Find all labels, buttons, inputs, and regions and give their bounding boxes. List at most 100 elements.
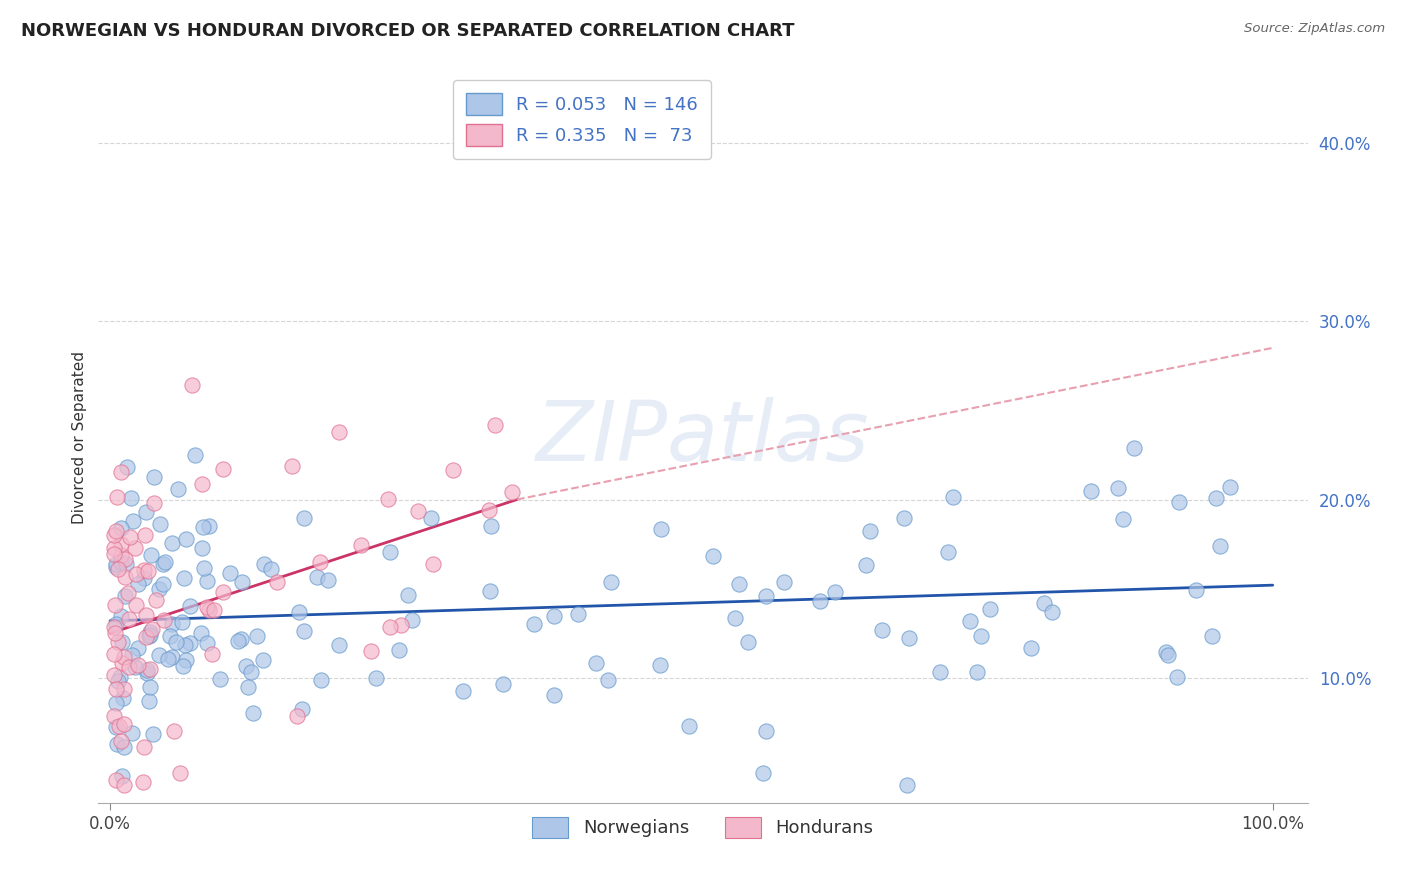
Point — [752, 766, 775, 780]
Point — [127, 657, 149, 672]
Point — [724, 611, 747, 625]
Point — [148, 648, 170, 662]
Point — [678, 719, 700, 733]
Point — [139, 625, 162, 640]
Point — [229, 632, 252, 646]
Point — [396, 588, 419, 602]
Point — [125, 567, 148, 582]
Point — [114, 551, 136, 566]
Point — [288, 605, 311, 619]
Point — [1080, 483, 1102, 498]
Point — [104, 557, 127, 571]
Point — [118, 612, 141, 626]
Point — [198, 519, 221, 533]
Point — [479, 584, 502, 599]
Point — [127, 641, 149, 656]
Point — [141, 622, 163, 636]
Point — [111, 769, 134, 783]
Point — [208, 672, 231, 686]
Point — [292, 624, 315, 638]
Point — [135, 607, 157, 622]
Point — [103, 528, 125, 542]
Point — [1107, 481, 1129, 495]
Point — [936, 544, 959, 558]
Point — [135, 663, 157, 677]
Point — [193, 520, 215, 534]
Point — [1157, 648, 1180, 662]
Point — [859, 524, 882, 538]
Point — [378, 544, 401, 558]
Point — [174, 532, 197, 546]
Point — [567, 607, 589, 622]
Point — [110, 733, 132, 747]
Point — [160, 617, 183, 632]
Point — [139, 628, 162, 642]
Point — [959, 614, 981, 628]
Point — [117, 660, 139, 674]
Point — [328, 639, 350, 653]
Point — [202, 603, 225, 617]
Point — [824, 585, 846, 599]
Point — [127, 576, 149, 591]
Point — [173, 571, 195, 585]
Point — [103, 668, 125, 682]
Point — [422, 557, 444, 571]
Point — [157, 652, 180, 666]
Point — [193, 561, 215, 575]
Point — [104, 559, 127, 574]
Point — [364, 671, 387, 685]
Point — [266, 574, 288, 589]
Point — [585, 656, 607, 670]
Point — [117, 460, 139, 475]
Point — [401, 613, 423, 627]
Point — [136, 564, 159, 578]
Point — [1166, 670, 1188, 684]
Point — [172, 658, 194, 673]
Point — [942, 490, 965, 504]
Point — [105, 737, 128, 751]
Point — [484, 417, 506, 432]
Point — [139, 681, 162, 695]
Point — [195, 600, 218, 615]
Point — [239, 665, 262, 679]
Point — [309, 673, 332, 688]
Point — [1201, 629, 1223, 643]
Point — [122, 514, 145, 528]
Point — [1209, 540, 1232, 554]
Point — [648, 658, 671, 673]
Point — [120, 491, 142, 506]
Point — [121, 648, 143, 662]
Point — [114, 570, 136, 584]
Point — [979, 602, 1001, 616]
Point — [160, 536, 183, 550]
Point — [165, 635, 187, 649]
Point — [104, 524, 127, 538]
Point — [117, 585, 139, 599]
Point — [211, 585, 233, 599]
Point — [543, 688, 565, 702]
Point — [291, 701, 314, 715]
Point — [316, 573, 339, 587]
Point — [160, 650, 183, 665]
Point — [543, 609, 565, 624]
Point — [163, 724, 186, 739]
Point — [105, 490, 128, 504]
Point — [287, 709, 309, 723]
Point — [523, 616, 546, 631]
Point — [737, 635, 759, 649]
Point — [103, 648, 125, 662]
Point — [226, 633, 249, 648]
Point — [201, 648, 224, 662]
Point — [1111, 512, 1133, 526]
Point — [252, 653, 274, 667]
Point — [138, 694, 160, 708]
Point — [280, 458, 302, 473]
Point — [492, 676, 515, 690]
Point — [104, 696, 127, 710]
Point — [103, 541, 125, 556]
Point — [1184, 583, 1206, 598]
Point — [218, 566, 240, 581]
Point — [755, 589, 778, 603]
Point — [110, 521, 132, 535]
Point — [896, 778, 918, 792]
